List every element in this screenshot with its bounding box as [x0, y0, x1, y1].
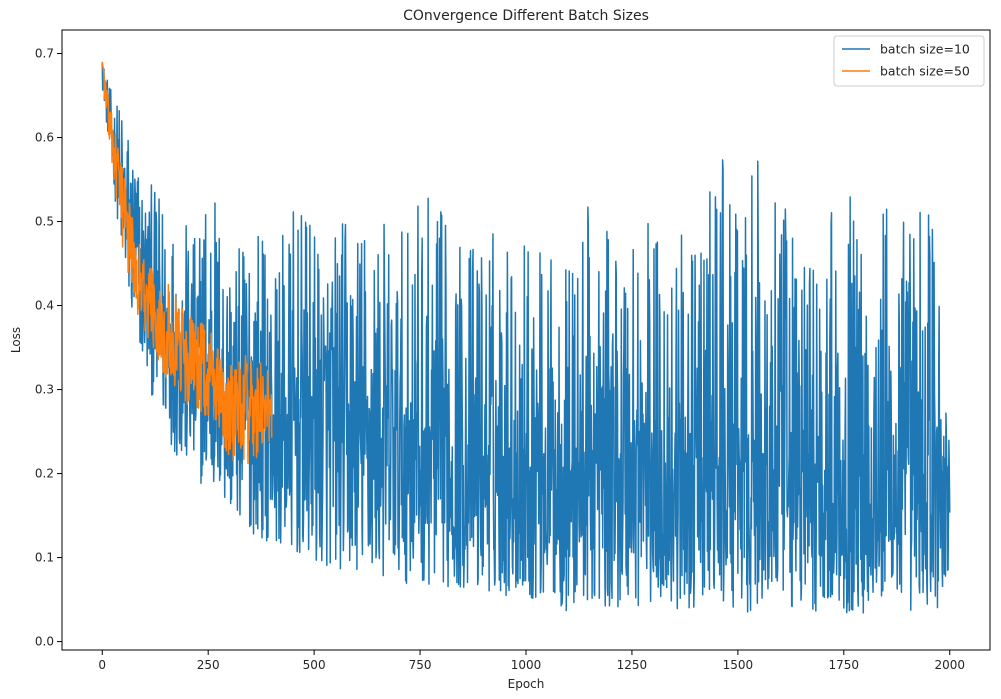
x-tick-label: 1250 — [617, 658, 648, 672]
y-axis-label: Loss — [9, 327, 23, 353]
x-tick-label: 0 — [98, 658, 106, 672]
x-axis-label: Epoch — [508, 677, 545, 691]
y-tick-label: 0.3 — [35, 383, 54, 397]
legend-label: batch size=50 — [880, 64, 970, 79]
x-tick-label: 250 — [197, 658, 220, 672]
y-tick-label: 0.0 — [35, 635, 54, 649]
x-tick-label: 1000 — [511, 658, 542, 672]
x-tick-label: 2000 — [934, 658, 965, 672]
x-axis: 0 250 500 750 1000 1250 1500 1750 2000 — [98, 650, 965, 672]
y-tick-label: 0.7 — [35, 47, 54, 61]
chart-title: COnvergence Different Batch Sizes — [403, 8, 649, 24]
x-tick-label: 1500 — [723, 658, 754, 672]
legend-label: batch size=10 — [880, 42, 970, 57]
y-axis: 0.0 0.1 0.2 0.3 0.4 0.5 0.6 0.7 — [35, 47, 62, 649]
series-line — [101, 61, 951, 614]
y-tick-label: 0.4 — [35, 299, 54, 313]
x-tick-label: 500 — [303, 658, 326, 672]
x-tick-label: 750 — [409, 658, 432, 672]
y-tick-label: 0.6 — [35, 131, 54, 145]
y-tick-label: 0.5 — [35, 215, 54, 229]
series-line — [101, 61, 273, 465]
y-tick-label: 0.2 — [35, 467, 54, 481]
x-tick-label: 1750 — [829, 658, 860, 672]
legend-box — [833, 35, 985, 87]
y-tick-label: 0.1 — [35, 551, 54, 565]
legend: batch size=10 batch size=50 — [833, 35, 985, 87]
